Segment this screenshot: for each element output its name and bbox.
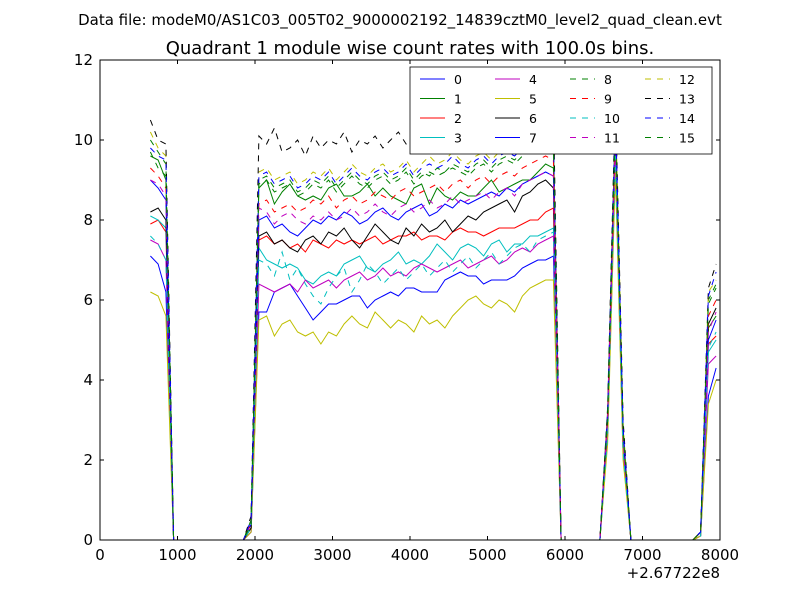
series-line-15 [149,123,717,540]
chart-title: Quadrant 1 module wise count rates with … [166,38,655,59]
y-tick-label: 6 [83,291,93,309]
y-tick-label: 12 [74,51,93,69]
x-tick-label: 7000 [623,546,661,564]
legend-label-4: 4 [529,72,537,87]
series-layer [149,95,717,540]
series-line-12 [149,99,717,540]
figure-suptitle: Data file: modeM0/AS1C03_005T02_90000021… [78,11,722,30]
legend-label-10: 10 [604,111,620,126]
legend-label-8: 8 [604,72,612,87]
y-tick-label: 2 [83,451,93,469]
legend-label-6: 6 [529,111,537,126]
x-tick-label: 5000 [468,546,506,564]
legend-label-5: 5 [529,92,537,107]
x-tick-label: 2000 [236,546,274,564]
legend-label-12: 12 [679,72,695,87]
x-tick-label: 1000 [158,546,196,564]
legend-label-15: 15 [679,131,695,146]
x-tick-label: 3000 [313,546,351,564]
legend-label-3: 3 [454,131,462,146]
legend-label-2: 2 [454,111,462,126]
legend-label-9: 9 [604,92,612,107]
y-tick-label: 0 [83,531,93,549]
legend-label-14: 14 [679,111,695,126]
legend-label-13: 13 [679,92,695,107]
y-tick-label: 4 [83,371,93,389]
legend-box [409,66,713,155]
x-tick-label: 0 [95,546,105,564]
legend-label-1: 1 [454,92,462,107]
x-axis-offset-label: +2.67722e8 [627,564,720,582]
series-line-14 [150,107,717,540]
y-tick-label: 8 [83,211,93,229]
x-tick-label: 6000 [546,546,584,564]
x-tick-label: 4000 [391,546,429,564]
legend-label-7: 7 [529,131,537,146]
series-line-10 [150,155,717,540]
x-axis: 0 1000 2000 3000 4000 5000 6000 7000 8000 [95,60,739,564]
legend-label-11: 11 [604,131,620,146]
legend-label-0: 0 [454,72,462,87]
y-tick-label: 10 [74,131,93,149]
x-tick-label: 8000 [701,546,739,564]
